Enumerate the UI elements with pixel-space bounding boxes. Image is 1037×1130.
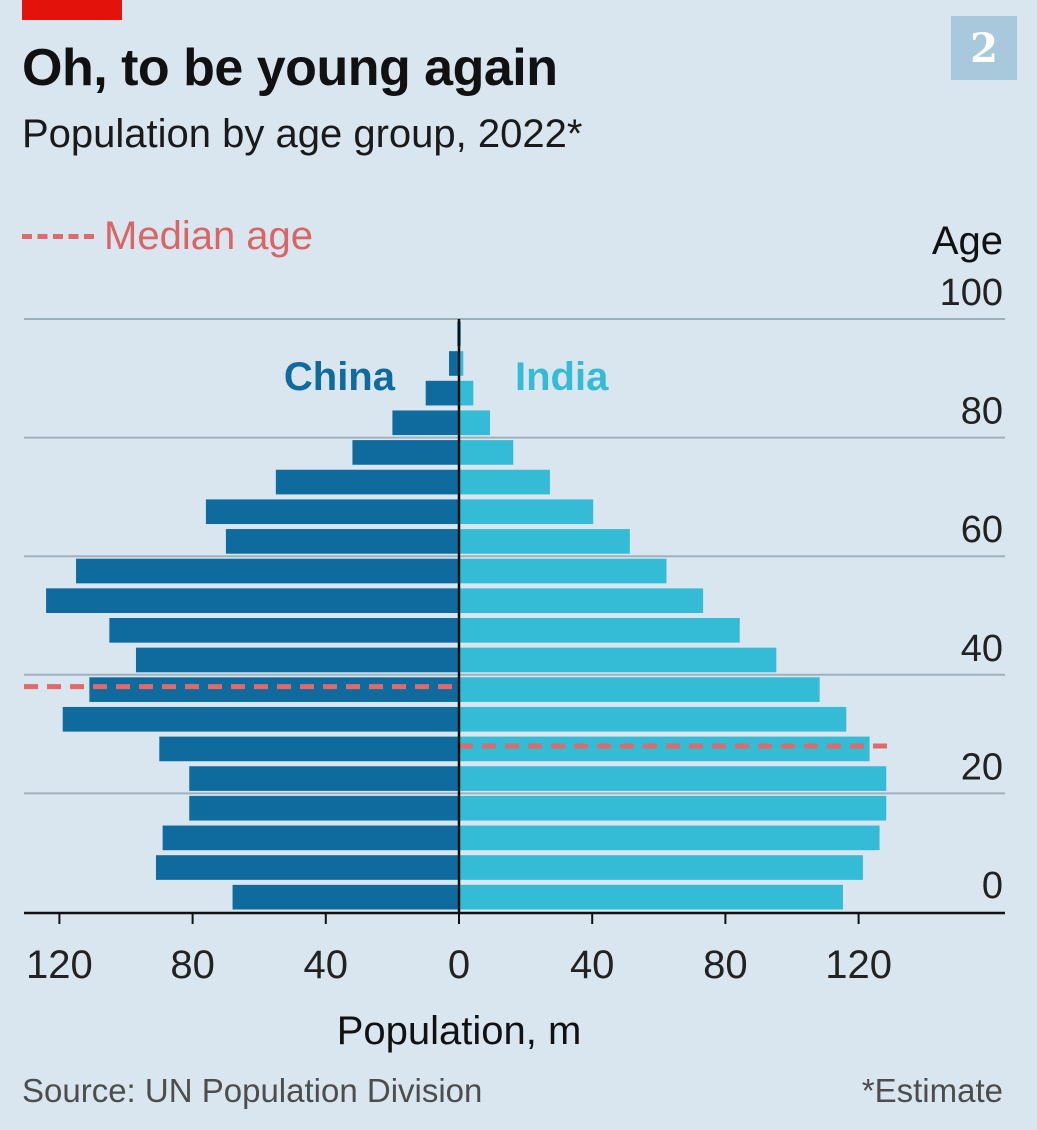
china-bar bbox=[159, 736, 460, 762]
india-bar bbox=[460, 469, 550, 495]
y-tick-label: 40 bbox=[961, 628, 1003, 670]
x-tick-label: 40 bbox=[304, 943, 349, 987]
india-bar bbox=[460, 677, 820, 702]
china-series-label: China bbox=[284, 355, 396, 399]
legend: Median age bbox=[22, 214, 313, 259]
china-bar bbox=[109, 618, 459, 643]
india-bar bbox=[460, 618, 740, 643]
china-bar bbox=[155, 855, 459, 880]
source-note: Source: UN Population Division bbox=[22, 1072, 483, 1109]
china-bar bbox=[275, 469, 459, 495]
china-bar bbox=[46, 588, 460, 613]
india-bar bbox=[460, 647, 777, 673]
estimate-footnote: *Estimate bbox=[861, 1072, 1003, 1109]
x-axis-title: Population, m bbox=[337, 1009, 582, 1053]
china-bar bbox=[449, 351, 459, 376]
india-series-label: India bbox=[515, 355, 609, 399]
india-bar bbox=[460, 410, 490, 436]
x-tick-label: 40 bbox=[570, 943, 615, 987]
median-legend-swatch bbox=[22, 234, 94, 239]
y-tick-label: 60 bbox=[961, 509, 1003, 551]
x-tick-label: 80 bbox=[170, 943, 215, 987]
china-bar bbox=[205, 499, 459, 525]
chart-number-badge: 2 bbox=[951, 16, 1017, 80]
china-bar bbox=[352, 440, 459, 465]
x-tick-label: 120 bbox=[825, 943, 892, 987]
india-bar bbox=[460, 558, 667, 584]
china-bar bbox=[392, 410, 459, 436]
china-bar bbox=[89, 677, 460, 702]
india-bar bbox=[460, 736, 870, 762]
india-bar bbox=[460, 499, 594, 525]
x-tick-label: 120 bbox=[26, 943, 93, 987]
india-bar bbox=[460, 351, 464, 376]
china-bar bbox=[189, 795, 459, 821]
china-bar bbox=[232, 884, 459, 910]
y-tick-label: 80 bbox=[961, 391, 1003, 433]
x-tick-label: 80 bbox=[703, 943, 748, 987]
y-tick-label: 100 bbox=[940, 272, 1003, 314]
china-bar bbox=[76, 558, 460, 584]
china-bar bbox=[162, 825, 459, 851]
india-bar bbox=[460, 588, 704, 613]
india-bar bbox=[460, 380, 474, 406]
china-bar bbox=[189, 766, 459, 791]
india-bar bbox=[460, 795, 887, 821]
china-bar bbox=[225, 529, 459, 554]
chart-title: Oh, to be young again bbox=[22, 39, 558, 97]
india-bar bbox=[460, 321, 461, 347]
chart-subtitle: Population by age group, 2022* bbox=[22, 112, 583, 156]
china-bar bbox=[135, 647, 460, 673]
india-bar bbox=[460, 440, 514, 465]
median-legend-label: Median age bbox=[104, 214, 314, 258]
y-axis-title: Age bbox=[932, 219, 1003, 263]
india-bar bbox=[460, 825, 880, 851]
x-tick-label: 0 bbox=[448, 943, 470, 987]
india-bar bbox=[460, 855, 863, 880]
population-pyramid-chart: 0 20 40 60 80 100 Age China India 120 80 40 0 40 80 120… bbox=[24, 219, 1005, 1053]
y-tick-label: 20 bbox=[961, 746, 1003, 788]
china-bar bbox=[62, 706, 459, 732]
china-bar bbox=[425, 380, 459, 406]
india-bar bbox=[460, 884, 843, 910]
india-bar bbox=[460, 529, 630, 554]
india-bar bbox=[460, 706, 847, 732]
y-tick-label: 0 bbox=[982, 865, 1003, 907]
brand-red-tag bbox=[22, 0, 122, 20]
india-bar bbox=[460, 766, 887, 791]
